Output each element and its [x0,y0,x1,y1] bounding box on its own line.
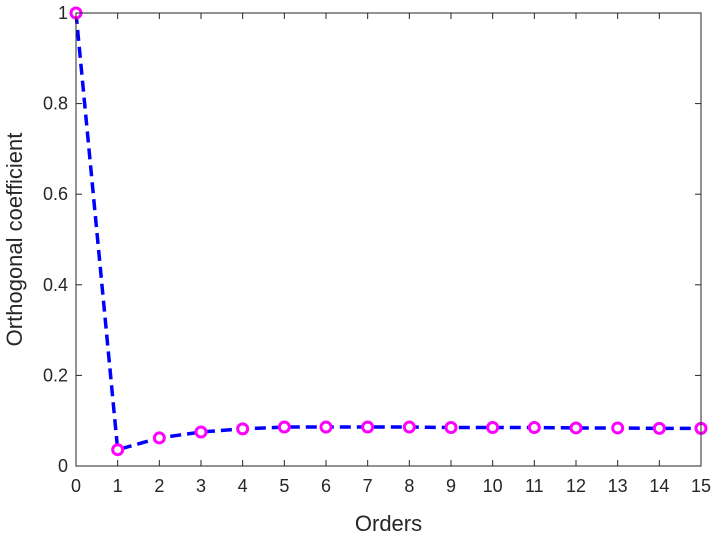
y-tick-label: 0.4 [43,275,68,295]
y-tick-label: 0 [58,456,68,476]
data-point [402,420,416,434]
x-tick-label: 3 [196,476,206,496]
x-tick-label: 6 [321,476,331,496]
x-tick-label: 14 [649,476,669,496]
plot-area [76,13,701,466]
x-tick-label: 1 [113,476,123,496]
data-point [652,421,666,435]
x-tick-label: 2 [154,476,164,496]
x-tick-label: 11 [525,476,544,496]
series-line [74,12,701,452]
y-tick-label: 0.6 [43,184,68,204]
x-tick-label: 15 [691,476,711,496]
data-point [277,420,291,434]
series-layer [69,6,708,457]
x-tick-label: 8 [404,476,414,496]
data-point [152,431,166,445]
y-tick-label: 0.8 [43,94,68,114]
data-point [111,443,125,457]
x-tick-label: 13 [608,476,628,496]
x-tick-label: 12 [566,476,586,496]
data-point [569,421,583,435]
data-point [444,420,458,434]
data-point [194,425,208,439]
y-tick-label: 0.2 [43,365,68,385]
plot-frame [75,12,702,467]
data-point [527,420,541,434]
x-tick-label: 9 [446,476,456,496]
x-tick-label: 0 [71,476,81,496]
x-tick-label: 5 [279,476,289,496]
data-point [236,422,250,436]
y-tick-label: 1 [58,3,68,23]
y-axis-title: Orthogonal coefficient [2,133,27,347]
data-point [611,421,625,435]
data-point [319,420,333,434]
data-point [486,420,500,434]
x-tick-label: 4 [238,476,248,496]
data-point [361,420,375,434]
x-axis-title: Orders [355,511,422,536]
x-tick-label: 7 [363,476,373,496]
y-axis-ticks: 0 0.2 0.4 0.6 0.8 1 [43,3,701,476]
x-axis-ticks: 0 1 2 3 4 5 6 7 8 9 10 11 12 13 14 15 [71,13,711,496]
x-tick-label: 10 [483,476,503,496]
